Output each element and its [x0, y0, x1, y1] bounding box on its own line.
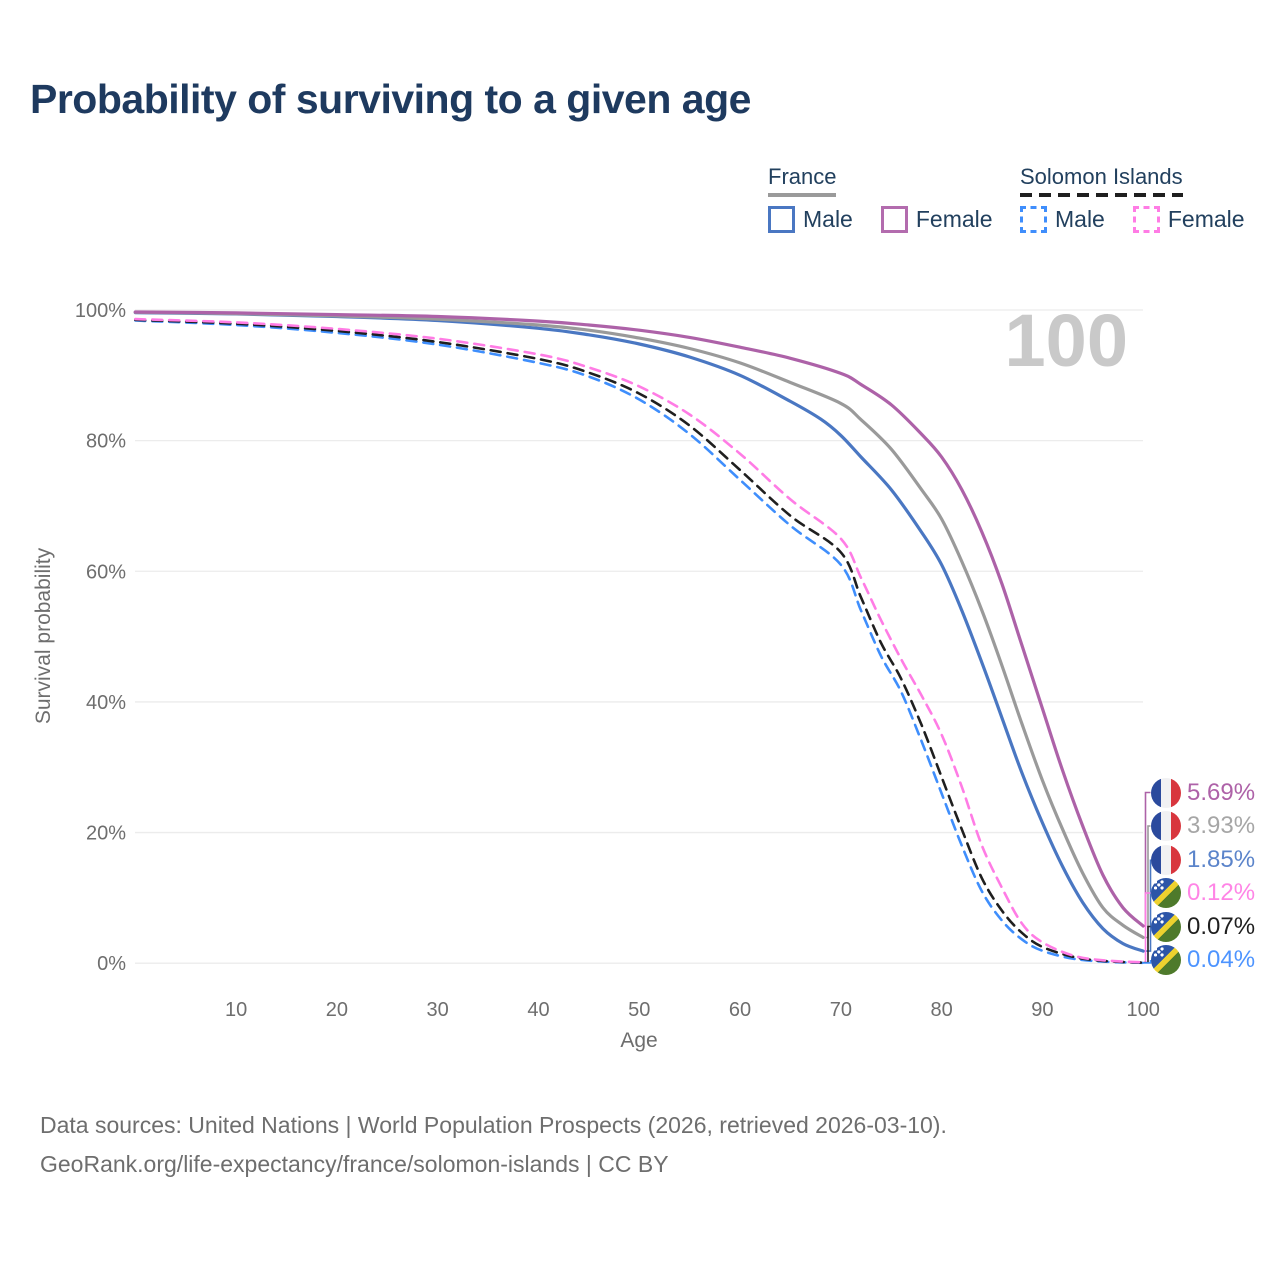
solomon-islands-male-swatch-icon	[1020, 206, 1047, 233]
end-label-solomon-islands-male: 0.04%	[1151, 944, 1255, 976]
leader-line-france-all	[1143, 825, 1151, 939]
france-flag-icon	[1151, 811, 1181, 841]
legend-item-label: Male	[803, 206, 853, 232]
solomon-islands-female-swatch-icon	[1132, 206, 1160, 233]
france-solid-line-swatch-icon	[768, 193, 837, 197]
survival-curve-solomon-islands-male	[134, 319, 1145, 965]
solomon-islands-flag-icon	[1151, 911, 1181, 942]
gridlines	[135, 309, 1143, 964]
y-tick-label: 40%	[86, 692, 126, 714]
france-flag-icon	[1151, 777, 1181, 808]
leader-line-france-female	[1143, 791, 1151, 927]
x-tick-label: 20	[326, 999, 348, 1021]
x-tick-label: 100	[1127, 999, 1160, 1021]
x-tick-label: 90	[1031, 999, 1053, 1021]
y-tick-label: 80%	[86, 431, 126, 453]
legend-item-france-male[interactable]: Male	[768, 206, 853, 233]
end-label-value: 5.69%	[1187, 778, 1256, 806]
y-tick-label: 20%	[86, 823, 126, 845]
france-flag-icon	[1151, 844, 1181, 875]
legend-item-solomon-islands-female[interactable]: Female	[1132, 206, 1245, 233]
solomon-islands-flag-icon	[1151, 945, 1181, 975]
y-tick-label: 0%	[97, 953, 126, 975]
survival-curve-solomon-islands-female	[134, 317, 1145, 964]
end-label-france-all: 3.93%	[1151, 810, 1255, 842]
legend-group-france: France Male Female	[768, 164, 993, 233]
y-tick-label: 100%	[75, 300, 126, 322]
leader-line-solomon-islands-male	[1143, 960, 1152, 964]
legend-item-label: Female	[1167, 206, 1245, 232]
leader-line-solomon-islands-female	[1143, 892, 1151, 964]
x-tick-label: 50	[628, 999, 650, 1021]
legend-item-france-female[interactable]: Female	[880, 206, 993, 233]
data-sources-footer: Data sources: United Nations | World Pop…	[40, 1106, 947, 1184]
end-label-value: 0.07%	[1187, 912, 1256, 940]
footer-line-attribution: GeoRank.org/life-expectancy/france/solom…	[40, 1151, 669, 1177]
end-label-value: 3.93%	[1187, 812, 1256, 839]
x-tick-label: 60	[729, 999, 751, 1021]
legend-group-solomon-islands: Solomon Islands Male Female	[1020, 164, 1245, 233]
y-axis-title: Survival probability	[32, 547, 55, 724]
end-label-france-male: 1.85%	[1151, 844, 1255, 876]
survival-curve-solomon-islands-all	[134, 318, 1145, 964]
end-label-value: 1.85%	[1187, 845, 1256, 873]
leader-line-solomon-islands-all	[1143, 925, 1151, 964]
end-label-solomon-islands-female: 0.12%	[1151, 877, 1255, 909]
end-label-france-female: 5.69%	[1151, 777, 1255, 809]
y-tick-label: 60%	[86, 561, 126, 583]
survival-curve-france-all	[133, 310, 1145, 940]
end-label-value: 0.04%	[1187, 946, 1256, 973]
survival-curve-france-male	[133, 311, 1145, 953]
legend-item-label: Female	[915, 206, 993, 232]
x-tick-label: 30	[427, 999, 449, 1021]
x-axis-title: Age	[620, 1029, 657, 1052]
age-watermark: 100	[1005, 299, 1128, 382]
x-tick-label: 80	[930, 999, 952, 1021]
solomon-islands-dashed-line-swatch-icon	[1020, 193, 1183, 197]
end-label-value: 0.12%	[1187, 879, 1256, 906]
x-tick-label: 70	[830, 999, 852, 1021]
legend-title-solomon-islands: Solomon Islands	[1020, 164, 1183, 189]
legend-item-solomon-islands-male[interactable]: Male	[1020, 206, 1105, 233]
footer-line-sources: Data sources: United Nations | World Pop…	[40, 1112, 947, 1138]
survival-curve-france-female	[133, 310, 1145, 928]
france-female-swatch-icon	[880, 206, 908, 233]
end-label-solomon-islands-all: 0.07%	[1151, 911, 1255, 943]
legend-item-label: Male	[1055, 206, 1105, 232]
legend-title-france: France	[768, 164, 837, 189]
x-tick-label: 40	[527, 999, 549, 1021]
x-tick-label: 10	[225, 999, 247, 1021]
france-male-swatch-icon	[768, 206, 795, 233]
page-title: Probability of surviving to a given age	[30, 76, 751, 122]
solomon-islands-flag-icon	[1151, 878, 1181, 908]
